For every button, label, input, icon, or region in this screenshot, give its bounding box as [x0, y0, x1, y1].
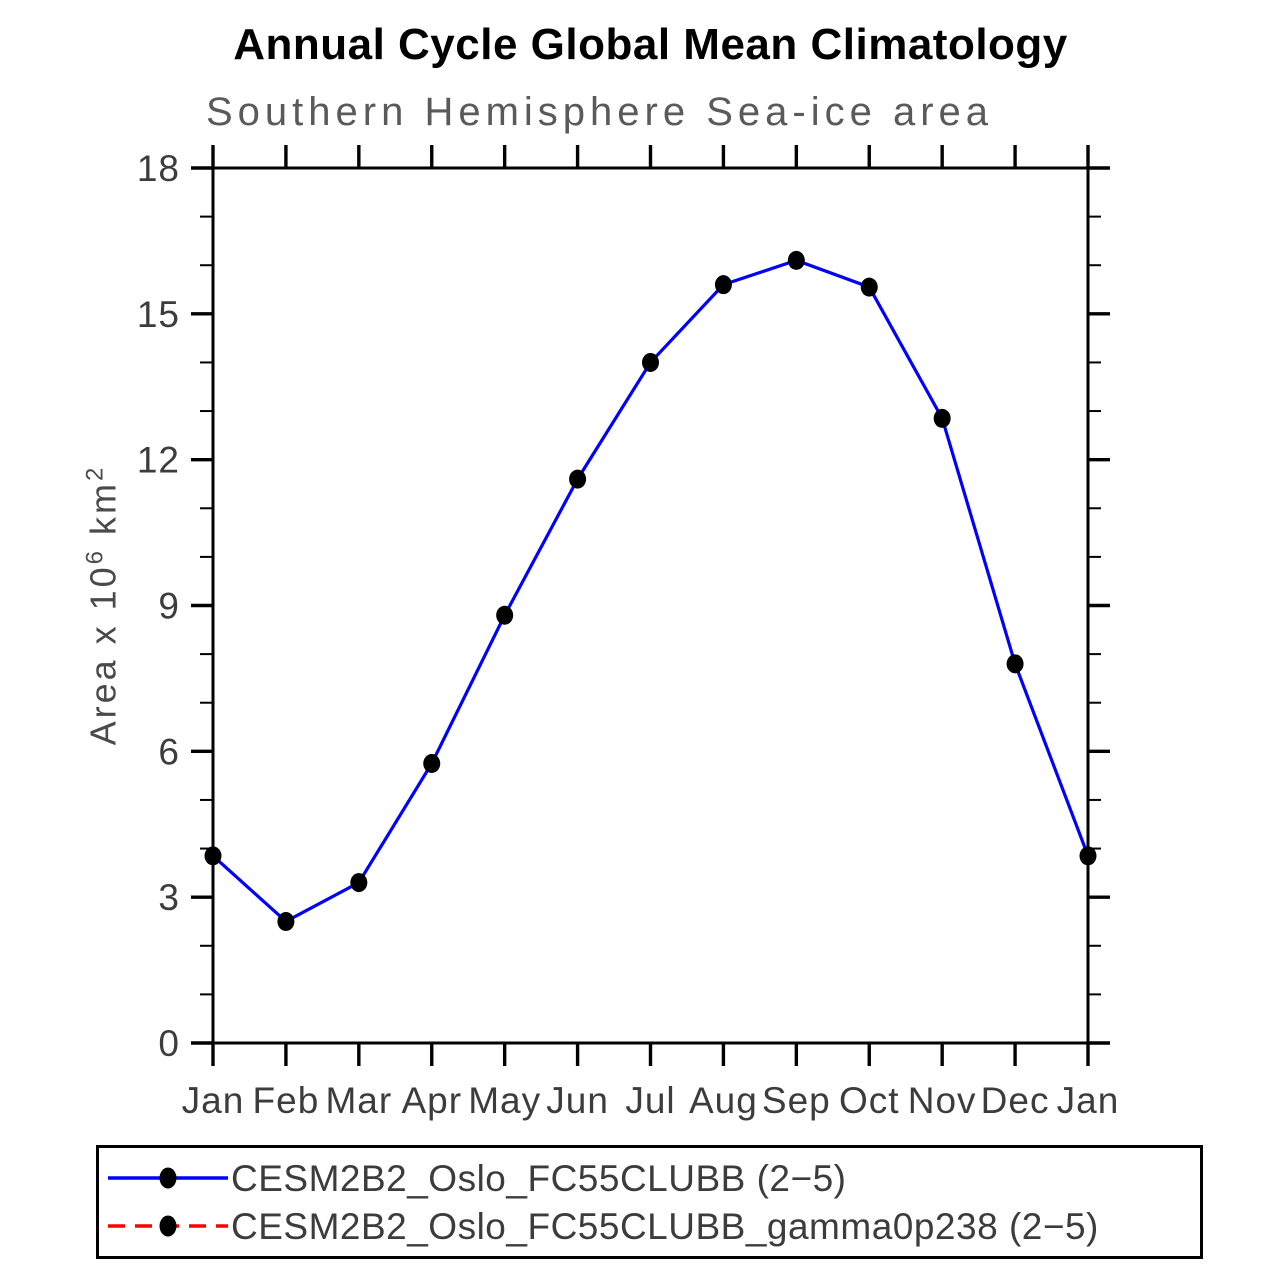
- legend-item: CESM2B2_Oslo_FC55CLUBB_gamma0p238 (2−5): [105, 1205, 1200, 1247]
- data-point-marker: [423, 753, 441, 773]
- x-tick-label: Mar: [325, 1080, 392, 1121]
- y-tick-label: 3: [158, 877, 180, 918]
- x-tick-labels: Jan Feb Mar Apr May Jun Jul Aug Sep Oct Nov Dec Jan: [182, 1080, 1120, 1121]
- data-point-marker: [204, 846, 222, 866]
- chart-title: Annual Cycle Global Mean Climatology: [233, 20, 1068, 69]
- legend-line-sample-solid: [108, 1167, 228, 1189]
- data-point-marker: [933, 408, 951, 428]
- data-point-marker: [569, 469, 587, 489]
- chart-subtitle: Southern Hemisphere Sea-ice area: [206, 90, 994, 134]
- x-tick-label: Jan: [182, 1080, 245, 1121]
- data-point-marker: [714, 275, 732, 295]
- y-tick-label: 18: [137, 148, 180, 189]
- series-group: [204, 250, 1097, 931]
- y-tick-label: 15: [137, 294, 180, 335]
- data-point-marker: [1006, 654, 1024, 674]
- x-tick-label: Dec: [981, 1080, 1050, 1121]
- plot-frame: [211, 166, 1090, 1045]
- axis-ticks: [191, 145, 1110, 1066]
- x-tick-label: Jun: [546, 1080, 609, 1121]
- legend-item: CESM2B2_Oslo_FC55CLUBB (2−5): [105, 1157, 1200, 1199]
- x-tick-label: Apr: [401, 1080, 462, 1121]
- data-point-marker: [277, 911, 295, 931]
- data-point-marker: [787, 250, 805, 270]
- y-tick-labels: 0 3 6 9 12 15 18: [137, 148, 180, 1064]
- x-tick-label: Jul: [625, 1080, 675, 1121]
- x-tick-label: Nov: [908, 1080, 977, 1121]
- legend-marker-icon: [159, 1215, 177, 1237]
- x-tick-label: Oct: [839, 1080, 900, 1121]
- x-tick-label: May: [468, 1080, 541, 1121]
- x-tick-label: Sep: [762, 1080, 831, 1121]
- data-point-marker: [642, 352, 659, 372]
- x-tick-label: Aug: [689, 1080, 758, 1121]
- y-tick-label: 0: [158, 1023, 180, 1064]
- legend-item-label: CESM2B2_Oslo_FC55CLUBB_gamma0p238 (2−5): [231, 1205, 1099, 1247]
- legend-item-label: CESM2B2_Oslo_FC55CLUBB (2−5): [231, 1157, 847, 1199]
- y-tick-label: 12: [137, 440, 180, 481]
- legend-line-sample-dashed: [108, 1215, 228, 1237]
- y-tick-label: 6: [158, 731, 180, 772]
- legend-box: CESM2B2_Oslo_FC55CLUBB (2−5) CESM2B2_Osl…: [96, 1145, 1203, 1259]
- data-point-marker: [860, 277, 878, 297]
- data-point-marker: [350, 873, 368, 893]
- y-tick-label: 9: [158, 586, 180, 627]
- data-point-marker: [1079, 846, 1097, 866]
- x-tick-label: Jan: [1057, 1080, 1120, 1121]
- plot-area: Jan Feb Mar Apr May Jun Jul Aug Sep Oct Nov Dec Jan …: [137, 145, 1120, 1121]
- data-point-marker: [496, 605, 514, 625]
- legend-marker-icon: [159, 1167, 177, 1189]
- x-tick-label: Feb: [253, 1080, 320, 1121]
